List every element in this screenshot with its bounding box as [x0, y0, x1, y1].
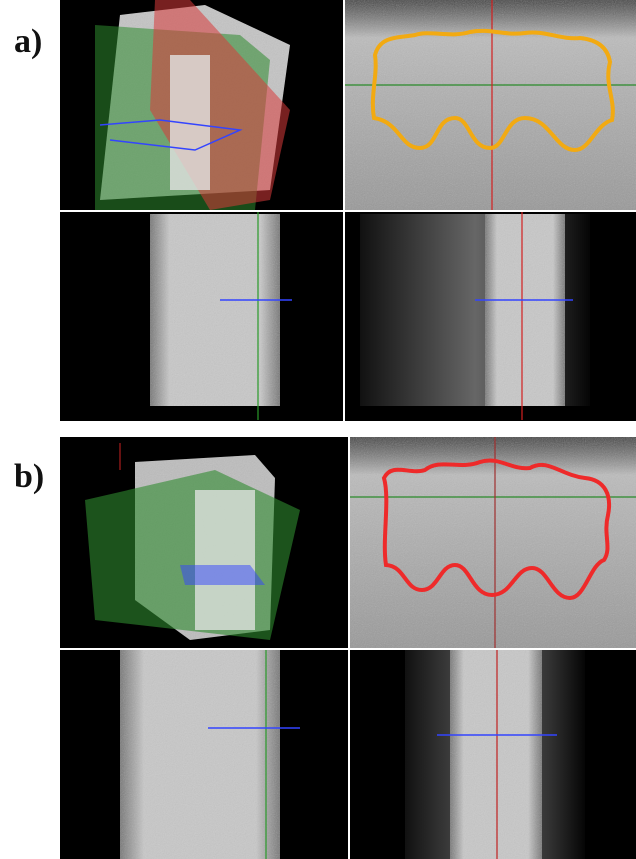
block: [485, 214, 565, 406]
slice: [345, 0, 636, 210]
panel-b: [60, 437, 636, 859]
block: [450, 650, 542, 859]
3d-view: [95, 0, 290, 210]
slice: [350, 437, 636, 648]
cross-section: [345, 0, 636, 210]
panel-label: b): [14, 458, 44, 495]
contour: [381, 458, 611, 601]
front-view: [405, 650, 585, 859]
axis: [99, 119, 243, 151]
green-plane: [85, 470, 300, 640]
block: [150, 214, 280, 406]
side-view: [120, 650, 300, 859]
groove: [195, 490, 255, 630]
panel-label: a): [14, 23, 42, 60]
contour: [370, 28, 615, 153]
panel-a: [60, 0, 636, 421]
blue-plane: [180, 565, 265, 585]
cross-section: [350, 437, 636, 648]
3d-view: [85, 443, 300, 640]
front-view: [360, 212, 590, 420]
block: [120, 650, 280, 859]
side-view: [150, 212, 292, 420]
